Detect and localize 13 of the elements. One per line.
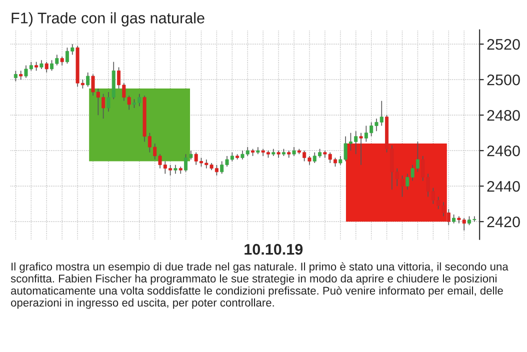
y-tick-label: 2500 [487, 74, 520, 86]
y-tick-label: 2520 [487, 38, 520, 50]
candlestick [44, 61, 48, 73]
x-tick-label: 10.10.19 [244, 244, 303, 255]
chart-title: F1) Trade con il gas naturale [12, 12, 204, 26]
y-tick-label: 2440 [487, 180, 520, 192]
candlestick [359, 132, 363, 166]
y-tick-label: 2460 [487, 145, 520, 156]
y-tick-label: 2420 [487, 216, 520, 228]
text: Il grafico mostra un esempio di due trade nel gas naturale. Il primo è stato una vittoria, il secondo una sconfitta. Fabien Fischer ha programmato le sue strategie in modo da aprire e chiudere le posizioni automaticamente una volta soddisfatte le condizioni prefissate. Può venire informato per email, delle operazioni in ingresso ed uscita, per poter controllare. [10, 262, 508, 309]
candlestick [86, 72, 90, 88]
candlestick [14, 70, 18, 82]
y-tick-label: 2480 [487, 110, 520, 121]
